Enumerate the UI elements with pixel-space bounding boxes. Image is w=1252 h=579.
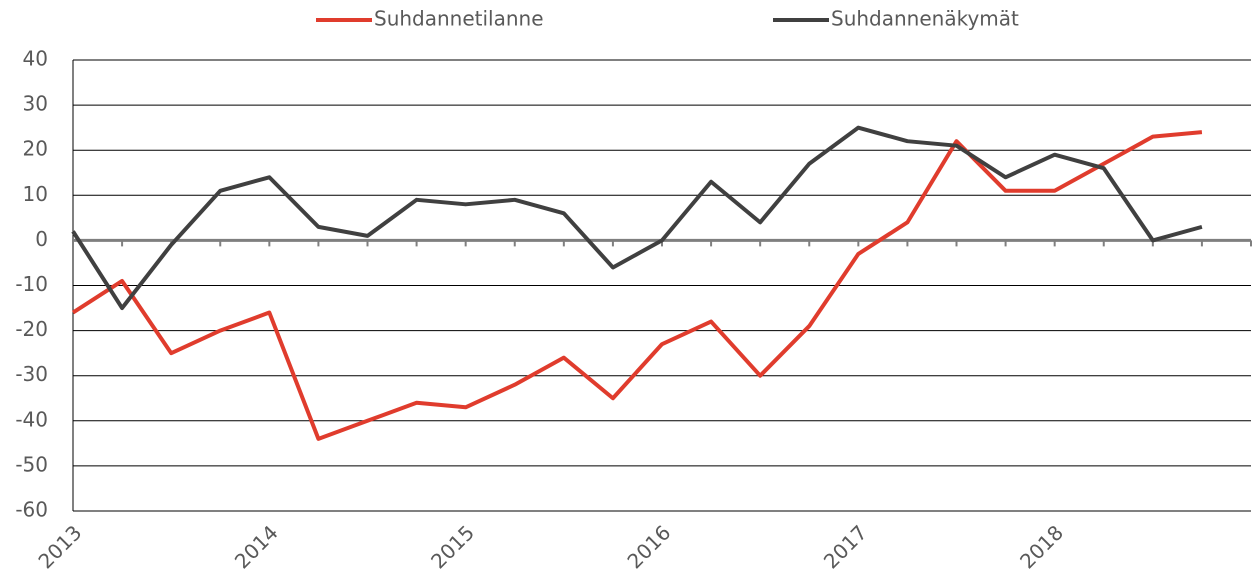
y-tick-label: 10	[23, 182, 48, 206]
x-tick-label: 2014	[230, 520, 283, 573]
x-tick-label: 2017	[819, 520, 872, 573]
x-tick-label: 2015	[426, 520, 479, 573]
y-tick-label: 40	[23, 47, 48, 71]
y-tick-label: -20	[15, 317, 48, 341]
y-tick-label: 30	[23, 92, 48, 116]
x-tick-label: 2016	[622, 520, 675, 573]
line-series	[71, 130, 1203, 441]
line-series	[71, 125, 1203, 311]
x-tick-label: 2018	[1015, 520, 1068, 573]
y-tick-label: -60	[15, 498, 48, 522]
y-tick-label: -10	[15, 272, 48, 296]
x-tick-label: 2013	[33, 520, 86, 573]
y-tick-label: -40	[15, 407, 48, 431]
y-tick-label: -30	[15, 362, 48, 386]
y-tick-label: 20	[23, 137, 48, 161]
legend-label: Suhdannetilanne	[374, 7, 544, 31]
legend-label: Suhdannenäkymät	[831, 7, 1019, 31]
y-tick-label: -50	[15, 452, 48, 476]
y-tick-label: 0	[35, 227, 48, 251]
